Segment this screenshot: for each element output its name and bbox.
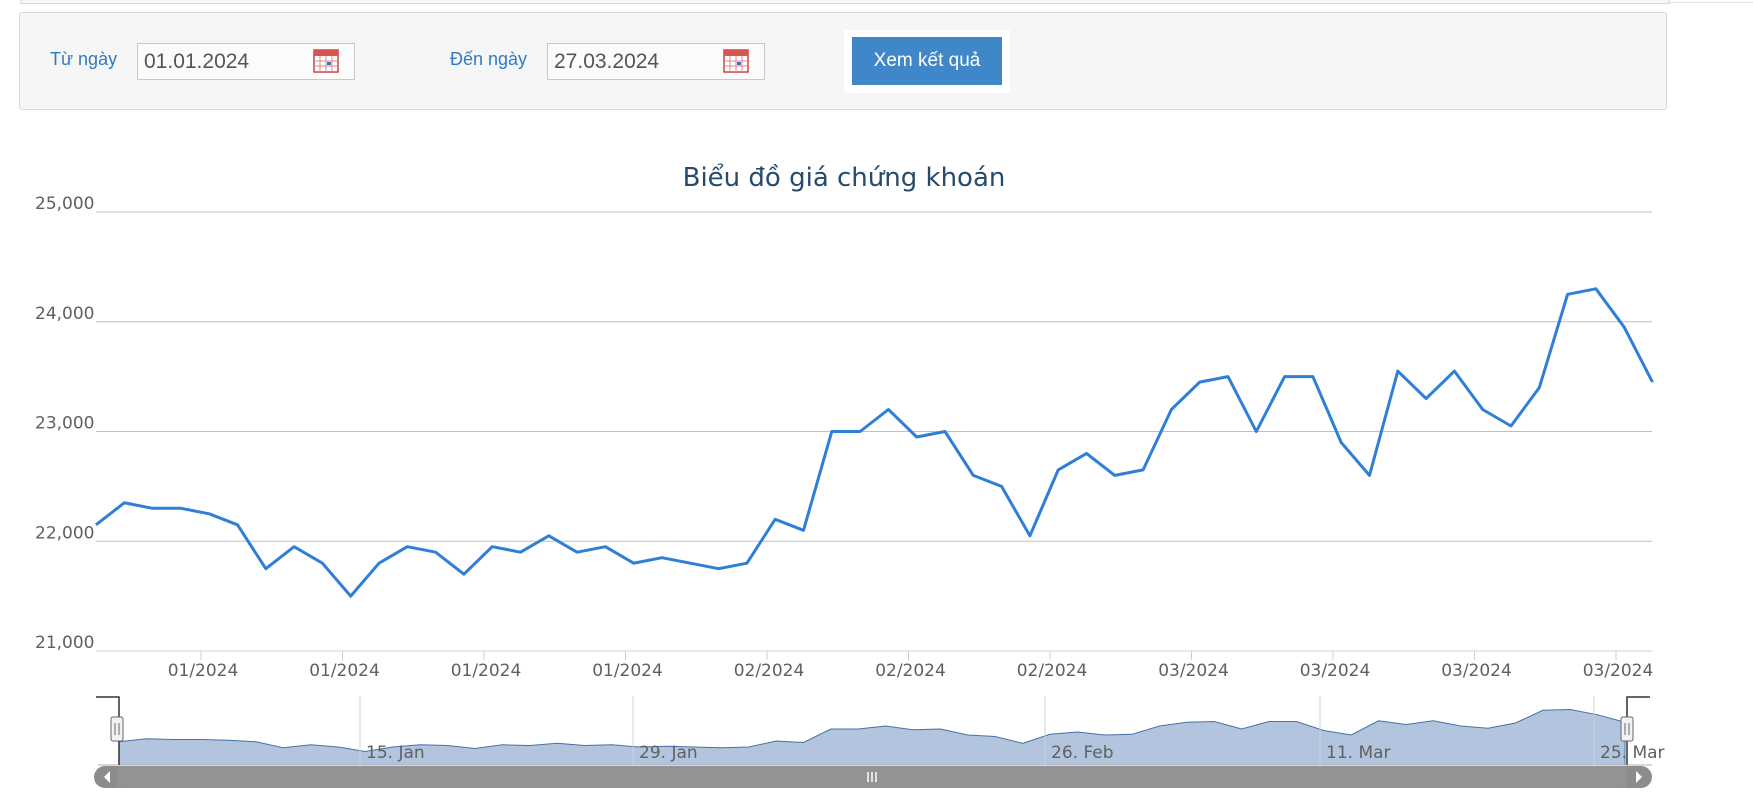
from-date-input[interactable]: 01.01.2024 <box>137 43 355 80</box>
x-tick-label: 01/2024 <box>592 661 663 681</box>
x-tick-label: 03/2024 <box>1583 661 1654 681</box>
navigator-date-label: 25. Mar <box>1600 743 1665 763</box>
x-tick-label: 01/2024 <box>451 661 522 681</box>
y-tick-label: 22,000 <box>35 523 94 543</box>
navigator[interactable]: 15. Jan 29. Jan 26. Feb 11. Mar 25. Mar <box>94 696 1665 788</box>
to-date-value: 27.03.2024 <box>554 50 660 73</box>
x-tick-label: 03/2024 <box>1441 661 1512 681</box>
navigator-left-outline <box>96 696 120 765</box>
from-date-value: 01.01.2024 <box>144 50 250 73</box>
navigator-date-label: 26. Feb <box>1051 743 1114 763</box>
navigator-date-label: 15. Jan <box>366 743 425 763</box>
x-tick-label: 03/2024 <box>1300 661 1371 681</box>
top-divider <box>1668 2 1753 3</box>
navigator-right-outline <box>1626 696 1650 765</box>
to-date-label: Đến ngày <box>450 49 528 69</box>
price-series-line[interactable] <box>95 287 1654 598</box>
y-tick-label: 21,000 <box>35 633 94 653</box>
x-tick-label: 01/2024 <box>168 661 239 681</box>
view-results-button[interactable]: Xem kết quả <box>852 37 1002 85</box>
x-tick-label: 02/2024 <box>734 661 805 681</box>
scroll-left-arrow-icon[interactable] <box>104 771 110 783</box>
from-date-label: Từ ngày <box>50 49 118 69</box>
x-tick-label: 02/2024 <box>875 661 946 681</box>
y-tick-label: 25,000 <box>35 194 94 214</box>
navigator-date-label: 11. Mar <box>1326 743 1391 763</box>
x-tick-label: 01/2024 <box>309 661 380 681</box>
scrollbar-grip-icon <box>867 772 877 782</box>
calendar-icon[interactable] <box>313 49 339 73</box>
x-tick-label: 03/2024 <box>1158 661 1229 681</box>
submit-button-wrap: Xem kết quả <box>844 30 1010 93</box>
scrollbar[interactable] <box>94 766 1652 788</box>
chart-title: Biểu đồ giá chứng khoán <box>683 162 1006 193</box>
navigator-date-label: 29. Jan <box>639 743 698 763</box>
y-tick-label: 24,000 <box>35 304 94 324</box>
navigator-area <box>118 708 1626 766</box>
y-tick-label: 23,000 <box>35 414 94 434</box>
to-date-input[interactable]: 27.03.2024 <box>547 43 765 80</box>
navigator-left-handle[interactable] <box>110 716 124 742</box>
x-tick-label: 02/2024 <box>1017 661 1088 681</box>
calendar-icon[interactable] <box>723 49 749 73</box>
navigator-right-handle[interactable] <box>1620 716 1634 742</box>
scroll-right-arrow-icon[interactable] <box>1636 771 1642 783</box>
